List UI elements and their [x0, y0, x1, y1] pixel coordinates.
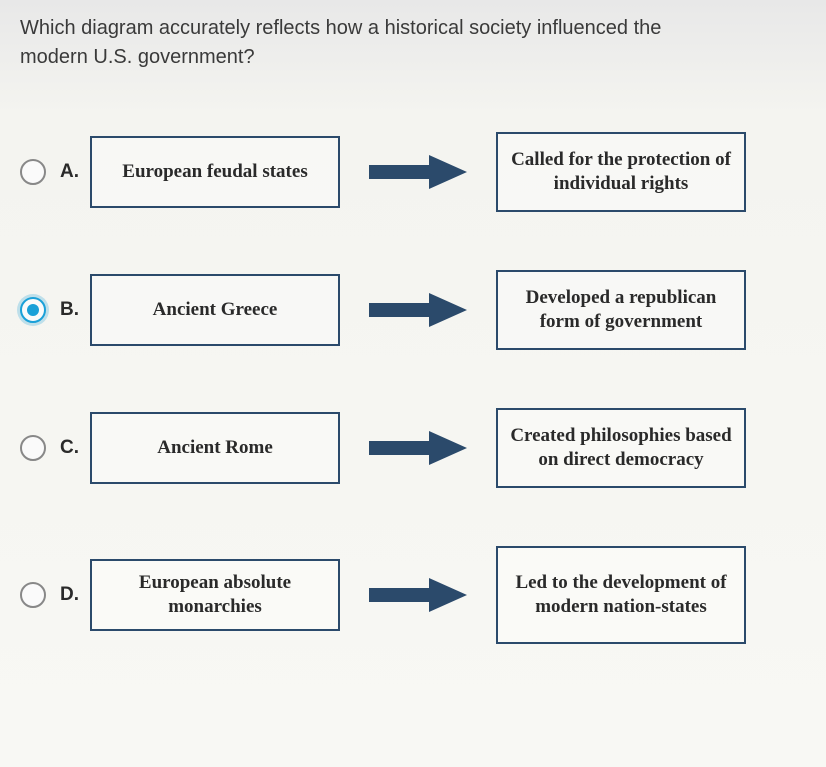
radio-d[interactable] — [20, 582, 46, 608]
box-left-b: Ancient Greece — [90, 274, 340, 346]
arrow-icon — [358, 293, 478, 327]
option-row-b: B. Ancient Greece Developed a republican… — [20, 270, 806, 350]
box-right-c: Created philosophies based on direct dem… — [496, 408, 746, 488]
box-left-d: European absolute monarchies — [90, 559, 340, 631]
option-row-d: D. European absolute monarchies Led to t… — [20, 546, 806, 644]
box-left-c-text: Ancient Rome — [157, 436, 273, 460]
question-line-2: modern U.S. government? — [20, 46, 255, 68]
box-right-d-text: Led to the development of modern nation-… — [508, 571, 734, 619]
arrow-icon — [358, 578, 478, 612]
option-letter-a: A. — [60, 161, 90, 183]
box-left-a: European feudal states — [90, 136, 340, 208]
options-container: A. European feudal states Called for the… — [0, 132, 826, 644]
box-right-b: Developed a republican form of governmen… — [496, 270, 746, 350]
radio-c[interactable] — [20, 435, 46, 461]
box-left-d-text: European absolute monarchies — [102, 571, 328, 619]
option-letter-b: B. — [60, 299, 90, 321]
question-line-1: Which diagram accurately reflects how a … — [20, 17, 661, 39]
arrow-icon — [358, 155, 478, 189]
option-row-a: A. European feudal states Called for the… — [20, 132, 806, 212]
option-row-c: C. Ancient Rome Created philosophies bas… — [20, 408, 806, 488]
box-left-b-text: Ancient Greece — [153, 298, 278, 322]
box-right-d: Led to the development of modern nation-… — [496, 546, 746, 644]
question-text: Which diagram accurately reflects how a … — [0, 0, 826, 92]
box-left-c: Ancient Rome — [90, 412, 340, 484]
radio-a[interactable] — [20, 159, 46, 185]
box-right-c-text: Created philosophies based on direct dem… — [508, 424, 734, 472]
arrow-icon — [358, 431, 478, 465]
option-letter-c: C. — [60, 437, 90, 459]
box-right-a: Called for the protection of individual … — [496, 132, 746, 212]
radio-b[interactable] — [20, 297, 46, 323]
box-right-b-text: Developed a republican form of governmen… — [508, 286, 734, 334]
option-letter-d: D. — [60, 584, 90, 606]
box-left-a-text: European feudal states — [122, 160, 307, 184]
box-right-a-text: Called for the protection of individual … — [508, 148, 734, 196]
